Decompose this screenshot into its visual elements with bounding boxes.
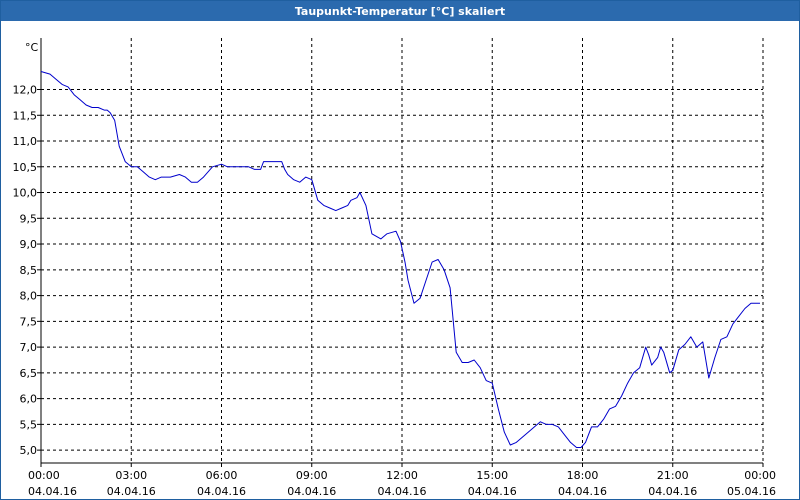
- x-tick-date-label: 04.04.16: [28, 485, 77, 498]
- y-tick-label: 11,0: [13, 135, 38, 148]
- y-tick-label: 8,0: [20, 290, 38, 303]
- x-tick-date-label: 04.04.16: [558, 485, 607, 498]
- y-tick-label: 11,5: [13, 109, 38, 122]
- series-layer: [40, 71, 760, 448]
- y-tick-label: 7,5: [20, 315, 38, 328]
- x-tick-time-label: 15:00: [476, 469, 508, 482]
- window-title: Taupunkt-Temperatur [°C] skaliert: [1, 1, 799, 21]
- y-axis-unit-label: °C: [25, 41, 39, 54]
- x-tick-time-label: 03:00: [115, 469, 147, 482]
- x-tick-date-label: 04.04.16: [468, 485, 517, 498]
- axes: [37, 38, 764, 467]
- x-tick-time-label: 18:00: [567, 469, 599, 482]
- series-line-dewpoint: [40, 71, 760, 448]
- y-tick-label: 12,0: [13, 84, 38, 97]
- y-tick-label: 9,5: [20, 212, 38, 225]
- y-tick-label: 5,5: [20, 418, 38, 431]
- x-tick-date-label: 04.04.16: [197, 485, 246, 498]
- x-tick-date-label: 05.04.16: [727, 485, 776, 498]
- x-tick-time-label: 00:00: [28, 469, 60, 482]
- y-tick-label: 6,0: [20, 393, 38, 406]
- y-tick-label: 5,0: [20, 444, 38, 457]
- x-tick-date-label: 04.04.16: [378, 485, 427, 498]
- x-tick-time-label: 12:00: [386, 469, 418, 482]
- chart-canvas: 5,0 5,5 6,0 6,5 7,0 7,5 8,0 8,5 9,0 9,5 10,0 10,5 11…: [13, 38, 776, 498]
- x-tick-time-label: 09:00: [296, 469, 328, 482]
- x-tick-time-label: 00:00: [744, 469, 776, 482]
- x-tick-time-label: 06:00: [206, 469, 238, 482]
- y-tick-label: 7,0: [20, 341, 38, 354]
- y-tick-label: 6,5: [20, 367, 38, 380]
- y-tick-label: 9,0: [20, 238, 38, 251]
- y-tick-label: 8,5: [20, 264, 38, 277]
- y-tick-labels: 5,0 5,5 6,0 6,5 7,0 7,5 8,0 8,5 9,0 9,5 10,0 10,5 11…: [13, 84, 38, 458]
- x-tick-date-label: 04.04.16: [648, 485, 697, 498]
- y-tick-label: 10,0: [13, 187, 38, 200]
- x-tick-date-label: 04.04.16: [107, 485, 156, 498]
- grid-lines: [40, 38, 764, 463]
- x-tick-date-label: 04.04.16: [287, 485, 336, 498]
- x-tick-time-label: 21:00: [657, 469, 689, 482]
- x-tick-labels: 00:00 04.04.16 03:00 04.04.16 06:00 04.04.16 0…: [28, 469, 776, 498]
- y-tick-label: 10,5: [13, 161, 38, 174]
